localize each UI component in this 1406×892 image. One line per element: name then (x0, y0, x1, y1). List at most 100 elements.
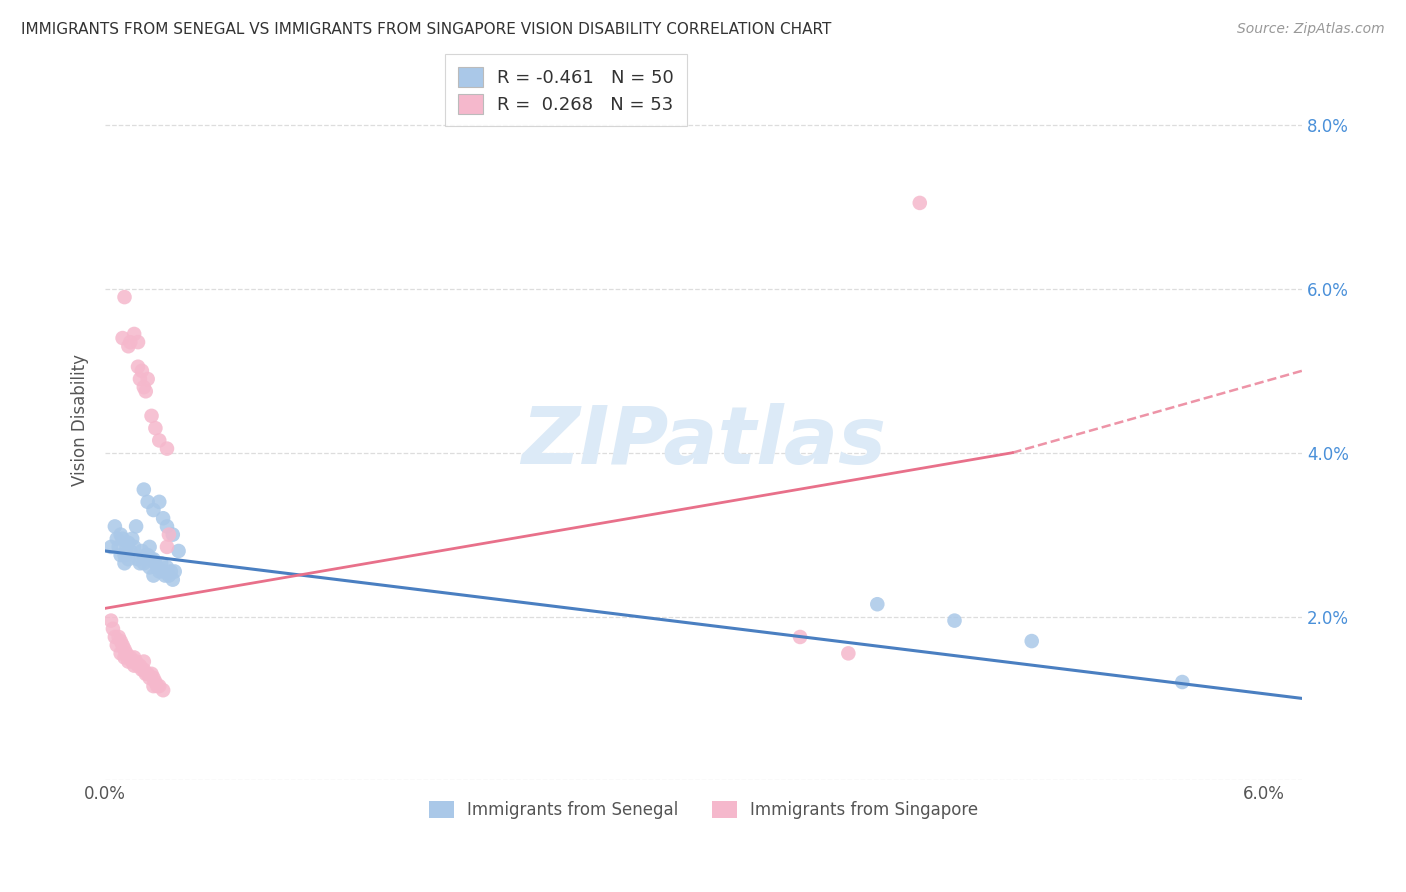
Point (111, 532, 134, 546)
Point (152, 511, 174, 525)
Point (132, 380, 155, 394)
Point (121, 655, 143, 669)
Point (110, 548, 132, 562)
Point (121, 532, 143, 546)
Point (141, 409, 163, 423)
Point (156, 442, 179, 456)
Point (146, 679, 169, 693)
Point (148, 495, 170, 509)
Point (136, 548, 159, 562)
Point (138, 540, 160, 554)
Point (129, 658, 152, 673)
Point (136, 372, 159, 386)
Point (146, 560, 169, 574)
Point (136, 495, 159, 509)
Point (107, 630, 129, 644)
Point (148, 679, 170, 693)
Point (163, 565, 186, 579)
Point (117, 552, 139, 566)
Point (142, 679, 165, 693)
Point (160, 565, 183, 579)
Point (104, 630, 127, 644)
Point (115, 646, 138, 660)
Point (148, 565, 170, 579)
Point (157, 568, 180, 582)
Point (157, 527, 180, 541)
Point (142, 671, 165, 685)
Point (145, 556, 167, 570)
Point (114, 556, 136, 570)
Point (104, 519, 127, 533)
Point (1171, 675, 1194, 690)
Text: IMMIGRANTS FROM SENEGAL VS IMMIGRANTS FROM SINGAPORE VISION DISABILITY CORRELATI: IMMIGRANTS FROM SENEGAL VS IMMIGRANTS FR… (21, 22, 831, 37)
Point (156, 519, 179, 533)
Point (107, 540, 129, 554)
Point (127, 359, 149, 374)
Point (117, 339, 139, 353)
Point (866, 597, 889, 611)
Point (127, 552, 149, 566)
Point (114, 290, 136, 304)
Point (122, 326, 145, 341)
Legend: Immigrants from Senegal, Immigrants from Singapore: Immigrants from Senegal, Immigrants from… (422, 795, 986, 826)
Point (138, 560, 160, 574)
Point (125, 519, 148, 533)
Point (156, 560, 179, 574)
Y-axis label: Vision Disability: Vision Disability (72, 354, 89, 486)
Point (156, 540, 179, 554)
Point (135, 548, 157, 562)
Point (131, 663, 153, 677)
Point (122, 650, 145, 665)
Point (129, 556, 152, 570)
Point (114, 548, 136, 562)
Point (142, 552, 165, 566)
Point (132, 556, 155, 570)
Point (943, 614, 966, 628)
Point (125, 655, 148, 669)
Point (136, 666, 159, 681)
Point (110, 634, 132, 648)
Point (117, 536, 139, 550)
Point (127, 335, 149, 350)
Point (142, 568, 165, 582)
Point (150, 556, 173, 570)
Text: Source: ZipAtlas.com: Source: ZipAtlas.com (1237, 22, 1385, 37)
Point (135, 666, 157, 681)
Point (105, 532, 128, 546)
Point (1021, 634, 1043, 648)
Point (138, 671, 160, 685)
Point (141, 666, 163, 681)
Point (110, 646, 132, 660)
Point (152, 565, 174, 579)
Point (131, 364, 153, 378)
Point (114, 642, 136, 657)
Point (101, 622, 124, 636)
Point (127, 658, 149, 673)
Point (148, 434, 170, 448)
Point (141, 552, 163, 566)
Point (100, 614, 122, 628)
Point (152, 683, 174, 698)
Point (111, 331, 134, 345)
Point (167, 544, 190, 558)
Point (120, 335, 142, 350)
Point (105, 638, 128, 652)
Point (114, 650, 136, 665)
Point (837, 646, 859, 660)
Point (117, 655, 139, 669)
Point (100, 540, 122, 554)
Point (129, 372, 152, 386)
Point (153, 568, 176, 582)
Text: ZIPatlas: ZIPatlas (522, 402, 886, 481)
Point (110, 527, 132, 541)
Point (142, 503, 165, 517)
Point (122, 658, 145, 673)
Point (115, 540, 138, 554)
Point (122, 540, 145, 554)
Point (120, 544, 142, 558)
Point (132, 483, 155, 497)
Point (145, 675, 167, 690)
Point (162, 527, 184, 541)
Point (145, 421, 167, 435)
Point (132, 655, 155, 669)
